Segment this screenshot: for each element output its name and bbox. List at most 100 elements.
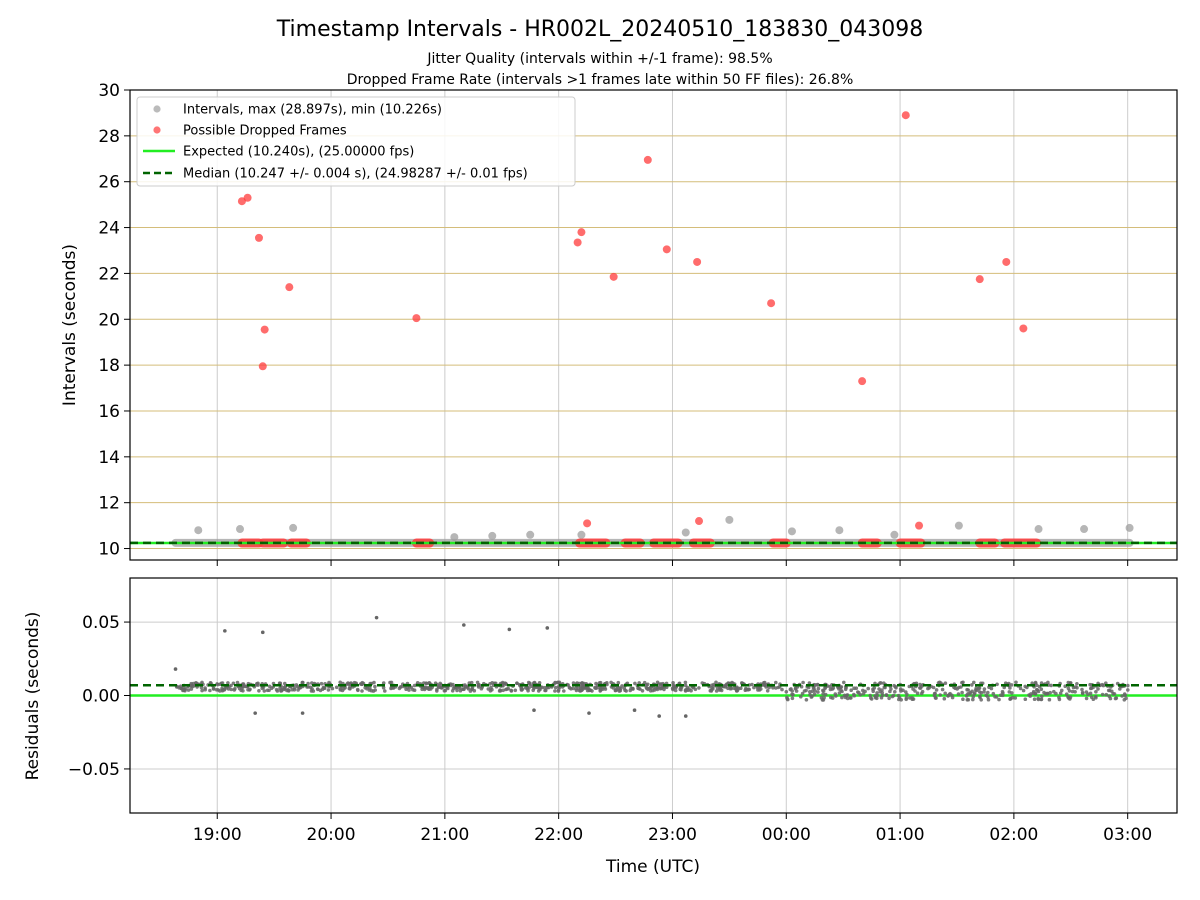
residual-point	[1008, 686, 1012, 690]
residual-point	[450, 689, 455, 693]
residual-point	[556, 688, 561, 692]
residual-point	[241, 683, 245, 688]
residual-point	[186, 688, 191, 692]
residual-point	[476, 685, 481, 689]
residual-point	[920, 689, 925, 694]
dropped-frame-point	[258, 362, 267, 371]
residual-point	[1000, 689, 1005, 694]
residual-point	[875, 696, 879, 701]
residual-point	[1049, 683, 1053, 688]
residual-point	[399, 685, 404, 689]
residual-point	[894, 686, 898, 690]
residual-point	[579, 688, 584, 692]
residuals-ylabel: Residuals (seconds)	[23, 612, 43, 781]
residual-point	[330, 686, 335, 691]
residual-point	[426, 686, 430, 691]
residual-outlier-point	[657, 714, 661, 718]
residual-point	[911, 687, 915, 691]
residual-point	[319, 681, 324, 686]
residual-point	[215, 682, 219, 686]
residual-point	[714, 689, 719, 693]
residual-point	[373, 688, 378, 692]
residual-point	[898, 687, 903, 691]
residual-point	[750, 682, 754, 687]
residual-point	[828, 687, 833, 692]
residual-point	[457, 686, 462, 690]
residual-point	[1046, 680, 1050, 685]
dropped-frame-point	[767, 299, 776, 308]
dropped-frame-point	[1019, 324, 1028, 333]
residual-point	[961, 697, 965, 701]
residual-point	[526, 688, 530, 693]
residual-point	[854, 686, 859, 690]
dropped-frame-point	[1002, 257, 1011, 266]
residual-point	[972, 692, 976, 696]
residual-point	[648, 689, 653, 693]
residual-point	[656, 685, 661, 690]
residual-point	[189, 687, 194, 691]
residual-point	[1033, 680, 1038, 685]
residual-point	[880, 693, 885, 698]
residual-point	[1094, 690, 1098, 694]
residual-point	[486, 687, 491, 691]
residual-point	[532, 680, 537, 685]
residual-point	[222, 687, 227, 692]
dropped-frame-point	[260, 325, 269, 334]
dropped-frame-point	[695, 517, 704, 526]
residual-point	[774, 686, 778, 690]
residual-point	[1028, 694, 1032, 698]
residual-point	[429, 687, 433, 691]
residual-point	[821, 692, 825, 696]
residual-point	[588, 688, 593, 692]
residual-point	[1110, 689, 1114, 694]
dropped-frame-point	[412, 314, 421, 323]
residual-point	[791, 692, 795, 697]
residual-point	[934, 688, 939, 692]
residuals-y-tick-label: 0.00	[82, 687, 120, 707]
legend-marker-intervals	[153, 105, 161, 113]
intervals-y-tick-label: 12	[98, 494, 120, 514]
residual-point	[404, 687, 408, 691]
residual-point	[349, 681, 353, 685]
residual-point	[458, 688, 463, 693]
residual-point	[829, 695, 833, 700]
residual-point	[1013, 696, 1018, 700]
residual-point	[890, 694, 895, 699]
interval-point	[787, 527, 796, 536]
residual-point	[955, 687, 959, 691]
dropped-frame-point	[577, 228, 586, 237]
residual-point	[338, 680, 343, 685]
residual-outlier-point	[507, 627, 512, 632]
residual-point	[765, 689, 770, 693]
residual-point	[807, 681, 812, 685]
residual-point	[229, 683, 233, 688]
residual-point	[226, 681, 230, 685]
residual-point	[326, 688, 331, 692]
residual-point	[845, 696, 850, 701]
residual-point	[373, 684, 377, 689]
residual-outlier-point	[173, 667, 178, 671]
residual-point	[884, 693, 889, 698]
residual-point	[620, 684, 624, 688]
residual-point	[412, 688, 417, 692]
residual-point	[283, 681, 287, 686]
residual-point	[950, 695, 955, 700]
residual-point	[926, 686, 930, 691]
residual-point	[986, 695, 990, 699]
residual-point	[475, 680, 480, 685]
dropped-frame-point	[901, 111, 910, 120]
residual-point	[498, 688, 502, 692]
x-tick-label: 01:00	[876, 825, 925, 845]
residual-point	[254, 683, 259, 687]
residual-point	[683, 683, 688, 688]
residual-point	[989, 686, 994, 691]
residual-point	[1126, 688, 1130, 692]
legend-label-median: Median (10.247 +/- 0.004 s), (24.98287 +…	[183, 167, 528, 182]
residual-point	[532, 685, 537, 690]
residual-point	[940, 687, 945, 692]
residual-point	[594, 681, 598, 686]
residual-point	[1070, 689, 1075, 694]
residual-point	[1113, 696, 1118, 701]
legend-label-intervals: Intervals, max (28.897s), min (10.226s)	[183, 103, 442, 118]
